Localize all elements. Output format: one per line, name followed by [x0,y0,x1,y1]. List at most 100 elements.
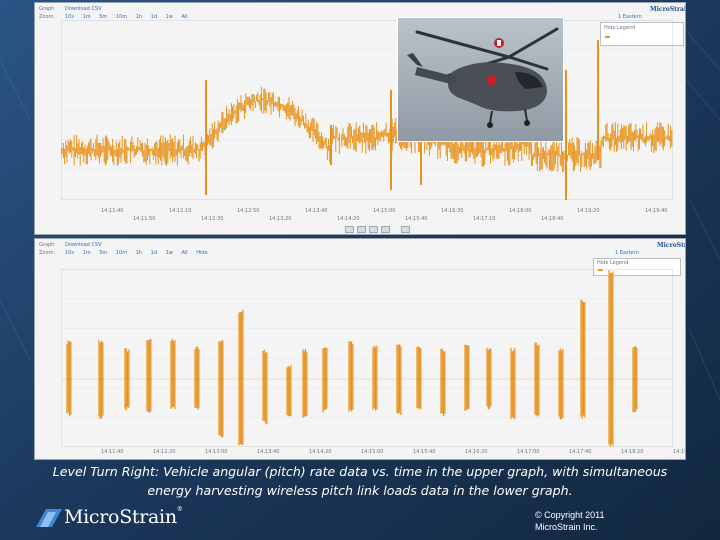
timezone-link[interactable]: 1 Eastern [615,250,639,256]
copyright-notice: © Copyright 2011 MicroStrain Inc. [535,509,605,533]
legend-box: Hide Legend [593,258,681,276]
graph-label: Graph [39,242,55,248]
zoom-label: Zoom: [39,14,56,20]
microstrain-small-logo: MicroStrain [657,242,686,249]
microstrain-logo-icon [36,509,62,527]
x-tick-label: 14:11:40 [101,449,124,455]
load-burst [396,344,402,415]
scroll-first-button[interactable] [345,226,354,233]
load-burst [218,340,224,438]
scroll-forward-button[interactable] [369,226,378,233]
x-tick-label: 14:15:40 [413,449,436,455]
zoom-in-button[interactable] [401,226,410,233]
load-burst [440,348,446,416]
legend-box: Hide Legend [600,22,684,46]
load-burst [416,345,422,410]
slide-caption: Level Turn Right: Vehicle angular (pitch… [20,462,700,500]
load-burst [464,344,470,411]
graph-label: Graph [39,6,55,12]
zoom-option[interactable]: 1d [150,14,158,20]
x-tick-label: 14:14:20 [309,449,332,455]
x-tick-label: 14:11:40 [101,208,124,214]
load-burst [124,348,130,411]
zoom-option[interactable]: 1m [82,14,91,20]
load-burst [372,345,378,411]
load-burst [302,348,308,418]
zoom-option[interactable]: 1h [135,14,143,20]
load-burst [146,338,152,413]
zoom-option[interactable]: 10s [65,250,74,256]
microstrain-small-logo: MicroStrain [650,6,686,13]
zoom-label: Zoom: [39,250,56,256]
x-tick-label: 14:19:20 [577,208,600,214]
load-burst [486,347,492,410]
caption-line-2: energy harvesting wireless pitch link lo… [147,483,573,498]
copyright-line-2: MicroStrain Inc. [535,522,598,532]
x-tick-label: 14:18:40 [541,216,564,222]
x-tick-label: 14:13:20 [269,216,292,222]
x-tick-label: 14:15:00 [373,208,396,214]
zoom-option[interactable]: 10m [115,250,128,256]
zoom-option[interactable]: All [181,250,188,256]
logo-text: MicroStrain [64,506,177,528]
load-burst [580,299,586,419]
x-tick-label: 14:13:40 [305,208,328,214]
x-tick-label: 14:19:40 [645,208,668,214]
x-tick-label: 14:16:20 [465,449,488,455]
x-tick-label: 14:17:00 [517,449,540,455]
x-tick-label: 14:15:40 [405,216,428,222]
x-tick-label: 14:15:00 [361,449,384,455]
x-tick-label: 14:18:20 [621,449,644,455]
zoom-option[interactable]: 5m [99,250,108,256]
load-burst [66,340,72,416]
timezone-link[interactable]: 1 Eastern [618,14,642,20]
zoom-option[interactable]: 10m [115,14,128,20]
x-tick-label: 14:13:40 [257,449,280,455]
download-csv-link[interactable]: Download CSV [65,242,102,248]
download-csv-link[interactable]: Download CSV [65,6,102,12]
zoom-option[interactable]: 1w [165,250,173,256]
x-tick-label: 14:19:00 [673,449,685,455]
load-burst [262,349,268,424]
x-tick-label: 14:14:20 [337,216,360,222]
x-tick-label: 14:12:20 [153,449,176,455]
x-tick-label: 14:12:10 [169,208,192,214]
zoom-options: 10s 1m 5m 10m 1h 1d 1w All [65,14,195,20]
zoom-option[interactable]: 10s [65,14,74,20]
zoom-option[interactable]: Hide [196,250,208,256]
caption-line-1: Level Turn Right: Vehicle angular (pitch… [52,464,668,479]
legend-swatch [598,269,603,271]
scroll-back-button[interactable] [357,226,366,233]
x-tick-label: 14:17:10 [473,216,496,222]
hide-legend-link[interactable]: Hide Legend [597,260,629,266]
load-burst [534,342,540,417]
legend-swatch [605,36,610,38]
hide-legend-link[interactable]: Hide Legend [604,25,636,31]
zoom-option[interactable]: 1d [150,250,158,256]
scroll-last-button[interactable] [381,226,390,233]
load-burst [194,346,200,410]
zoom-option[interactable]: 5m [99,14,108,20]
x-tick-label: 14:18:00 [509,208,532,214]
load-burst [170,338,176,410]
x-tick-label: 14:13:00 [205,449,228,455]
pitch-rate-trace [61,87,673,173]
microstrain-logo: MicroStrain® [64,506,183,528]
upper-graph-panel: Graph Download CSV Zoom: 10s 1m 5m 10m 1… [34,2,686,235]
load-burst [98,339,104,420]
logo-registered-mark: ® [176,506,183,513]
load-burst [286,365,292,417]
lower-graph-panel: Graph Download CSV Zoom: 10s 1m 5m 10m 1… [34,238,686,460]
pitch-rate-plot [61,20,673,200]
x-tick-label: 14:17:40 [569,449,592,455]
copyright-line-1: © Copyright 2011 [535,510,605,520]
helicopter-photo [397,17,564,142]
pitch-link-load-plot [61,269,673,447]
load-burst [558,348,564,420]
zoom-option[interactable]: 1h [135,250,143,256]
x-tick-label: 14:12:50 [237,208,260,214]
load-burst [608,269,614,447]
zoom-option[interactable]: 1m [82,250,91,256]
zoom-option[interactable]: All [181,14,188,20]
zoom-option[interactable]: 1w [165,14,173,20]
